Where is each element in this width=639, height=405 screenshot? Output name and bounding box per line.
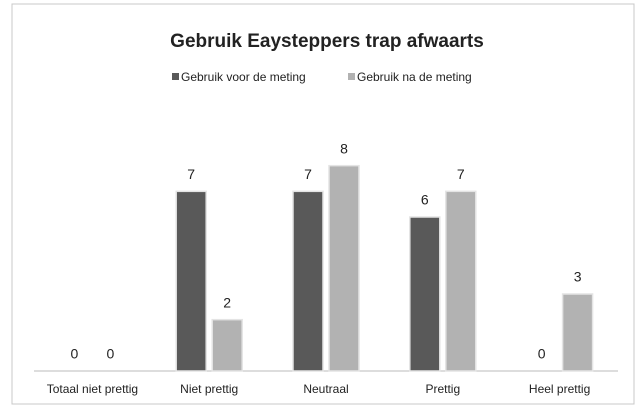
data-label: 7 — [187, 166, 195, 182]
data-label: 2 — [223, 294, 231, 310]
data-label: 0 — [538, 346, 546, 362]
legend-swatch — [172, 73, 179, 80]
data-label: 3 — [574, 269, 582, 285]
data-label: 0 — [71, 346, 79, 362]
x-tick-label: Totaal niet prettig — [47, 382, 138, 396]
bar — [328, 164, 360, 372]
bar — [445, 190, 477, 372]
data-label: 6 — [421, 192, 429, 208]
legend-label: Gebruik voor de meting — [181, 70, 306, 84]
bar — [292, 190, 324, 372]
x-tick-label: Heel prettig — [529, 382, 590, 396]
bar — [175, 190, 207, 372]
x-tick-label: Neutraal — [303, 382, 348, 396]
x-tick-label: Niet prettig — [180, 382, 238, 396]
chart-title: Gebruik Eaysteppers trap afwaarts — [170, 31, 484, 52]
data-label: 8 — [340, 140, 348, 156]
legend-label: Gebruik na de meting — [357, 70, 472, 84]
data-label: 0 — [107, 346, 115, 362]
data-label: 7 — [304, 166, 312, 182]
x-tick-label: Prettig — [425, 382, 460, 396]
bar — [211, 318, 243, 372]
data-label: 7 — [457, 166, 465, 182]
legend-swatch — [348, 73, 355, 80]
bar — [561, 293, 594, 372]
bar — [409, 216, 441, 372]
